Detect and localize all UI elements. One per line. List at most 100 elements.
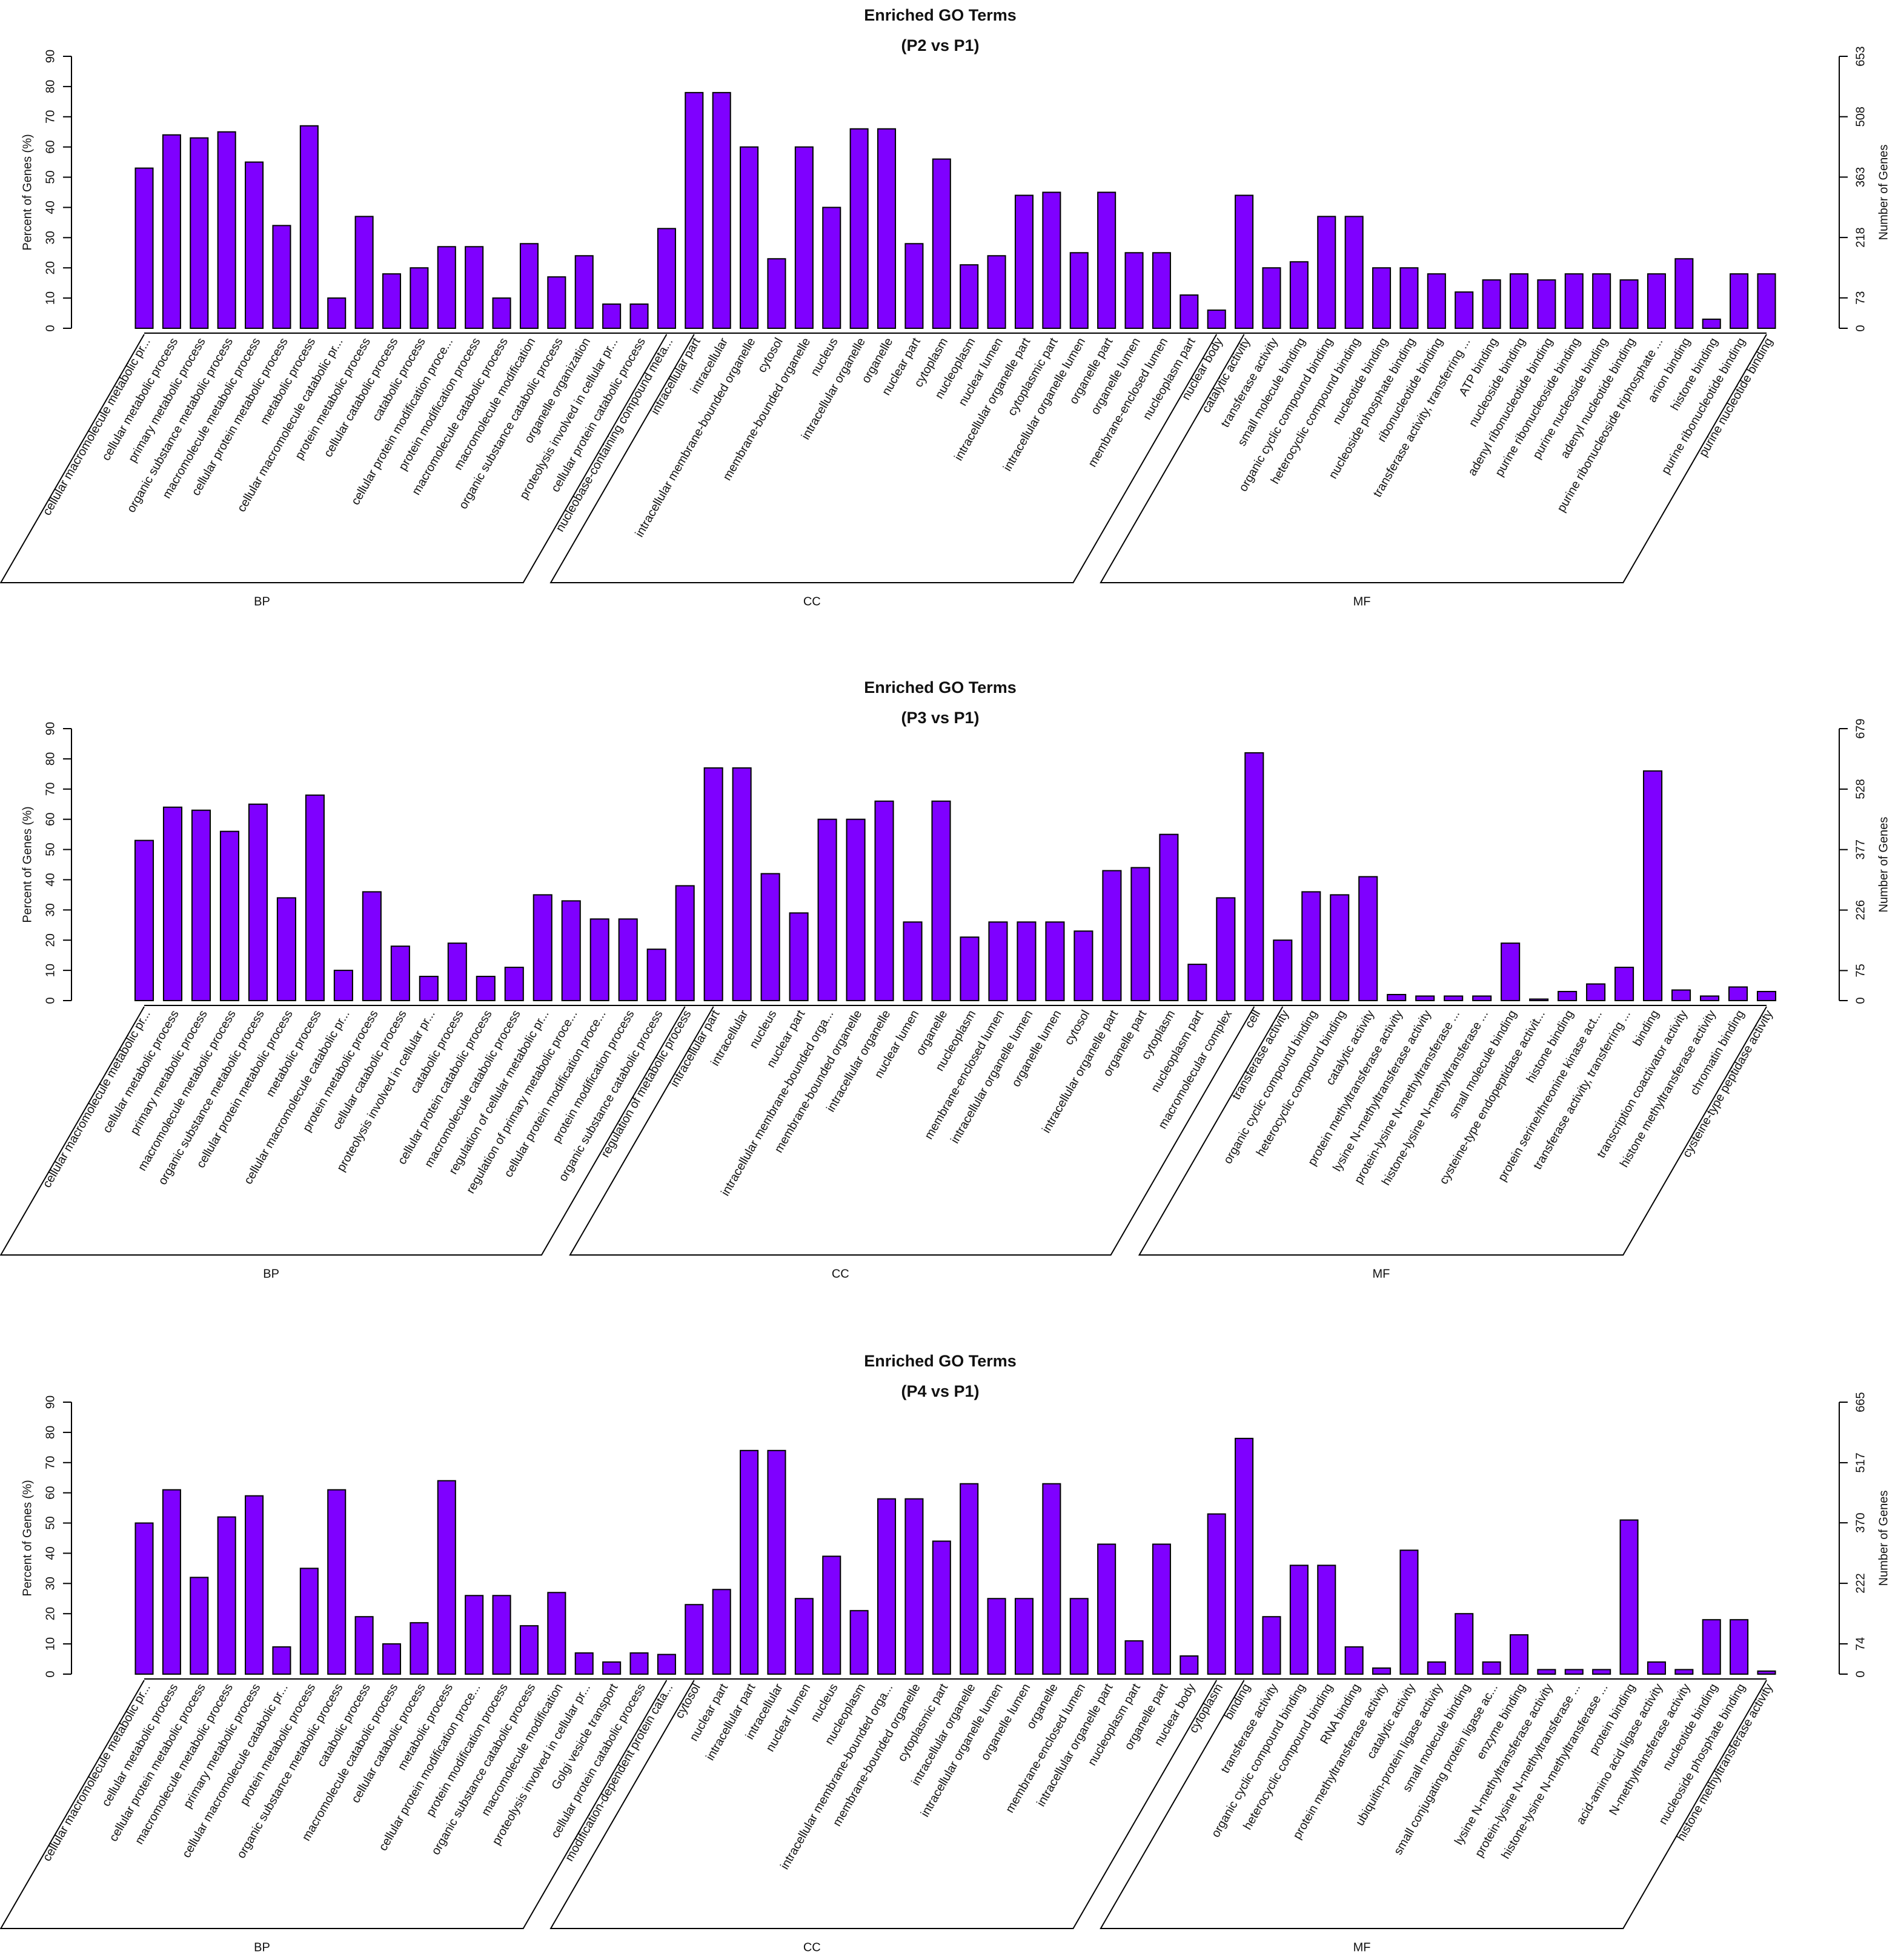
- bar: [1187, 964, 1207, 1001]
- bar: [703, 767, 723, 1001]
- y-tick-label: 0: [44, 1670, 57, 1677]
- y2-tick-label: 0: [1854, 997, 1867, 1004]
- bar: [1537, 279, 1556, 329]
- bar: [740, 1449, 759, 1675]
- bar: [1244, 752, 1264, 1002]
- bar: [685, 91, 704, 329]
- bar: [589, 918, 609, 1001]
- bar: [1730, 1619, 1749, 1675]
- group-bracket: [549, 334, 1218, 583]
- bar: [1344, 216, 1364, 329]
- bar: [162, 1489, 181, 1675]
- bar: [245, 161, 264, 329]
- y-tick-label: 10: [44, 1637, 57, 1650]
- bar: [712, 1589, 731, 1675]
- bar: [1273, 939, 1293, 1002]
- y2-tick-label: 222: [1854, 1573, 1867, 1593]
- bar: [1124, 1640, 1144, 1675]
- bar: [1564, 1669, 1584, 1675]
- group-label: CC: [803, 595, 821, 608]
- group-bracket: [1138, 1006, 1767, 1256]
- bar: [732, 767, 752, 1001]
- bar: [1700, 995, 1720, 1001]
- y-tick-label: 0: [44, 997, 57, 1004]
- y-tick-label: 60: [44, 141, 57, 154]
- bar: [1537, 1669, 1556, 1675]
- bar: [1444, 995, 1464, 1001]
- y-tick-label: 70: [44, 783, 57, 796]
- group-label: MF: [1353, 595, 1371, 608]
- y-tick-label: 90: [44, 1396, 57, 1409]
- y-tick-label: 60: [44, 813, 57, 826]
- bar: [874, 800, 894, 1001]
- bar: [1042, 1483, 1061, 1675]
- bar: [1482, 1661, 1501, 1675]
- bar: [362, 891, 382, 1001]
- y-tick-label: 20: [44, 261, 57, 274]
- y2-tick-label: 508: [1854, 107, 1867, 127]
- y2-tick-label: 73: [1854, 291, 1867, 305]
- bar: [1509, 1634, 1529, 1675]
- panel: Enriched GO Terms (P4 vs P1) 0 10 20 30 40 50 60…: [0, 1352, 1890, 1954]
- y2-tick-label: 218: [1854, 227, 1867, 247]
- bar: [657, 1654, 676, 1675]
- bar: [1674, 1669, 1694, 1675]
- bar: [1042, 191, 1061, 329]
- y-axis-label: Percent of Genes (%): [21, 134, 34, 250]
- bar: [354, 1616, 374, 1675]
- bar: [1529, 998, 1549, 1001]
- bar: [1097, 191, 1117, 329]
- bar: [410, 1622, 429, 1675]
- bar: [932, 158, 951, 329]
- y2-tick-label: 0: [1854, 1670, 1867, 1677]
- bar: [1647, 273, 1666, 329]
- bar: [740, 146, 759, 329]
- bar: [822, 1555, 841, 1675]
- group-bracket: [1100, 334, 1767, 583]
- bar: [1702, 1619, 1721, 1675]
- bar: [465, 1595, 484, 1675]
- bar: [390, 945, 410, 1002]
- bar: [1317, 216, 1336, 329]
- group-bracket: [1100, 1680, 1767, 1929]
- y-tick-label: 70: [44, 110, 57, 124]
- bar: [1372, 267, 1392, 329]
- bar: [190, 1577, 209, 1675]
- bar: [162, 806, 183, 1001]
- bar: [1614, 967, 1634, 1001]
- bar: [410, 267, 429, 329]
- y-tick-label: 80: [44, 80, 57, 93]
- bar: [519, 1625, 539, 1675]
- bar: [849, 1610, 869, 1675]
- bar: [877, 128, 897, 329]
- y2-tick-label: 370: [1854, 1512, 1867, 1532]
- bar: [1455, 291, 1474, 329]
- y2-tick-label: 665: [1854, 1392, 1867, 1412]
- bar: [1592, 273, 1611, 329]
- bar: [219, 830, 239, 1001]
- bar: [822, 207, 841, 329]
- y-tick-label: 50: [44, 843, 57, 856]
- bar: [767, 1449, 786, 1675]
- bar: [789, 912, 809, 1002]
- bar: [437, 1480, 456, 1675]
- bar: [817, 818, 837, 1002]
- bar: [1399, 267, 1419, 329]
- bar: [1647, 1661, 1666, 1675]
- bar: [333, 970, 353, 1002]
- y-tick-label: 80: [44, 752, 57, 766]
- bar: [767, 258, 786, 329]
- bar: [134, 167, 154, 329]
- group-bracket: [0, 1680, 668, 1929]
- bar: [904, 243, 924, 329]
- bar: [675, 885, 695, 1001]
- bar: [248, 803, 268, 1001]
- bar: [685, 1604, 704, 1675]
- bar: [382, 273, 402, 329]
- y2-axis-label: Number of Genes: [1877, 145, 1890, 240]
- bar: [1757, 1670, 1776, 1675]
- bar: [1014, 194, 1034, 329]
- bar: [561, 900, 581, 1001]
- bar: [190, 137, 209, 329]
- bar: [1358, 876, 1378, 1002]
